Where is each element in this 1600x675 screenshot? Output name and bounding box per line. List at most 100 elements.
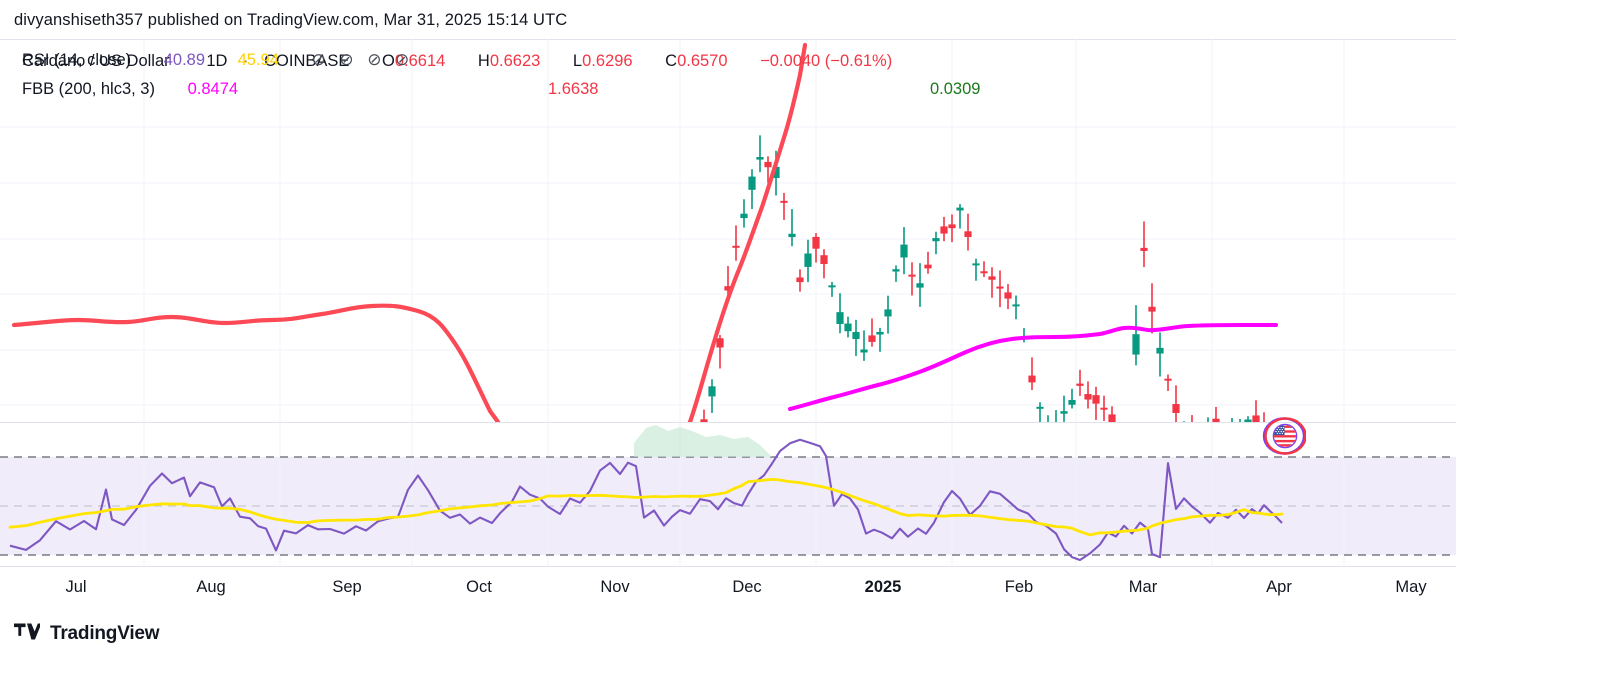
time-label-jul: Jul [65, 578, 87, 596]
candle-body [804, 253, 812, 267]
ohlc-open-label: O [382, 52, 395, 70]
rsi-value: 40.89 [163, 51, 206, 69]
time-label-aug: Aug [196, 578, 226, 596]
price-change-value: −0.0040 (−0.61%) [760, 52, 893, 70]
candle-body [1164, 378, 1172, 381]
rsi-series [8, 438, 1284, 562]
candle-body [1060, 411, 1068, 414]
time-axis-border [0, 566, 1600, 567]
time-label-apr: Apr [1266, 578, 1292, 596]
candle-body [732, 245, 740, 248]
candle-body [1252, 415, 1260, 422]
candle-body [868, 335, 876, 342]
rsi-na-glyph-1: ⊘ [311, 50, 326, 69]
candle-body [780, 200, 788, 203]
symbol-name[interactable]: Cardano / US Dollar [22, 52, 170, 70]
candle-body [892, 269, 900, 272]
candle-body [1084, 394, 1092, 400]
indicator-legend-row: FBB (200, hlc3, 3) 0.8474 [22, 80, 238, 99]
ohlc-high-label: H [477, 52, 490, 70]
time-label-dec: Dec [732, 578, 762, 596]
candle-body [1036, 406, 1044, 409]
time-label-nov: Nov [600, 578, 630, 596]
candle-body [1068, 400, 1076, 405]
candle-body [956, 207, 964, 211]
price-axis[interactable]: USD 1.25561.20001.15931.10001.04011.0000… [1456, 39, 1600, 614]
candle-body [844, 323, 852, 332]
candle-body [916, 283, 924, 288]
fbb-lower-band-line [788, 322, 1278, 411]
rsi-na-glyph-4: ⊘ [395, 50, 410, 69]
rsi-na-glyph-2: ⊘ [339, 50, 354, 69]
candle-body [788, 233, 796, 238]
rsi-plot [0, 423, 1456, 566]
candle-body [1132, 334, 1140, 355]
footer-brand: TradingView [14, 623, 160, 645]
candle-body [1108, 414, 1116, 422]
candle-body [748, 176, 756, 190]
candle-body [756, 157, 764, 160]
fbb-upper-band-line-rally [687, 42, 808, 422]
candle-body [924, 264, 932, 269]
chart-frame: Cardano / US Dollar · 1D · COINBASE O0.6… [0, 39, 1600, 614]
candlestick-series [700, 135, 1265, 422]
time-label-2025: 2025 [864, 578, 902, 596]
exchange-label[interactable]: COINBASE [264, 52, 350, 70]
rsi-legend-row: RSI (14, close) 40.89 45.94 ⊘ ⊘ ⊘ ⊘ [22, 50, 418, 70]
rsi-ma-line [8, 478, 1284, 537]
candle-body [764, 161, 772, 168]
price-legend-row: Cardano / US Dollar · 1D · COINBASE O0.6… [22, 52, 892, 71]
candle-body [900, 244, 908, 258]
us-flag-badge-marker[interactable] [1262, 416, 1307, 456]
indicator-extra-value: 0.0309 [930, 80, 981, 98]
ohlc-open-value: 0.6614 [394, 52, 446, 70]
pane-separator [0, 422, 1456, 423]
ohlc-high-value: 0.6623 [489, 52, 541, 70]
candle-body [1156, 347, 1164, 354]
candle-body [1092, 395, 1100, 404]
ohlc-low-value: 0.6296 [582, 52, 633, 70]
ohlc-close-label: C [665, 52, 678, 70]
candle-body [996, 286, 1004, 289]
candle-body [1012, 304, 1020, 307]
candle-body [820, 255, 828, 264]
candle-body [700, 419, 708, 422]
rsi-indicator-name[interactable]: RSI (14, close) [22, 51, 132, 69]
price-pane[interactable] [0, 39, 1456, 422]
candle-body [964, 231, 972, 238]
candle-body [876, 331, 884, 335]
candle-body [1100, 407, 1108, 410]
time-label-mar: Mar [1128, 578, 1158, 596]
candle-body [1004, 292, 1012, 299]
legend-sep-2: · [243, 52, 249, 70]
candle-body [740, 213, 748, 219]
ohlc-close-value: 0.6570 [677, 52, 728, 70]
time-label-oct: Oct [466, 578, 492, 596]
candle-body [860, 349, 868, 353]
time-label-sep: Sep [332, 578, 362, 596]
tradingview-logo-icon [14, 623, 42, 645]
candle-body [852, 332, 860, 340]
candle-body [716, 338, 724, 348]
candle-body [932, 238, 940, 242]
candle-body [972, 263, 980, 266]
time-label-feb: Feb [1004, 578, 1034, 596]
candle-body [1244, 419, 1252, 422]
candle-body [908, 274, 916, 277]
candle-body [940, 226, 948, 234]
rsi-overbought-fill [634, 425, 772, 457]
price-plot [0, 39, 1456, 422]
candle-body [1148, 306, 1156, 312]
tradingview-wordmark: TradingView [50, 623, 160, 644]
candle-body [1212, 418, 1220, 422]
candle-body [708, 386, 716, 397]
candle-body [836, 312, 844, 324]
indicator-name[interactable]: FBB (200, hlc3, 3) [22, 80, 155, 98]
candle-body [1028, 375, 1036, 383]
candle-body [980, 271, 988, 274]
candle-body [1172, 404, 1180, 413]
interval-label[interactable]: 1D [206, 52, 228, 70]
ohlc-low-label: L [572, 52, 583, 70]
rsi-pane[interactable] [0, 423, 1456, 566]
legend-sep-1: · [185, 52, 191, 70]
